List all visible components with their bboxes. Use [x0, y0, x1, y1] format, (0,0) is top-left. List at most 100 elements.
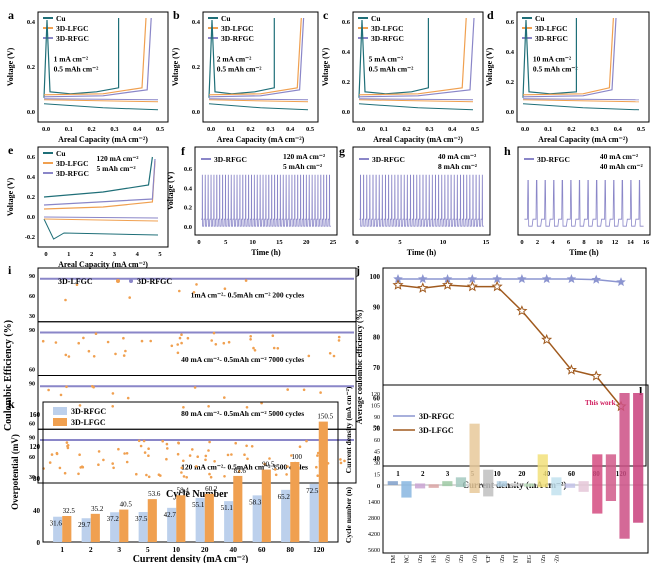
- panel-i-lfgc-point: [191, 448, 194, 451]
- panel-c-legend: 3D-LFGC: [371, 24, 404, 33]
- panel-l-current-bar: [401, 481, 412, 485]
- panel-l-cycle-bar: [442, 485, 453, 487]
- panel-k-bar: [138, 512, 148, 542]
- panel-b-lfgc-curve: [208, 99, 309, 103]
- panel-k-data-label: 58.4: [177, 486, 190, 494]
- panel-i-lfgc-point: [192, 291, 196, 294]
- panel-i-lfgc-point: [123, 452, 126, 455]
- panel-i-lfgc-point: [208, 472, 211, 476]
- panel-i-lfgc-point: [244, 279, 248, 282]
- panel-i-lfgc-point: [178, 289, 181, 293]
- panel-b-rfgc-curve: [208, 98, 309, 101]
- panel-l-current-bar: [510, 483, 521, 485]
- panel-d-xtick: 0.0: [521, 126, 529, 133]
- panel-i-lfgc-point: [223, 396, 226, 399]
- panel-l-ytick-bottom: 0: [377, 484, 380, 490]
- panel-i-lfgc-point: [214, 343, 218, 346]
- panel-b-cu-curve: [208, 103, 309, 111]
- panel-f-voltage-trace: [201, 174, 331, 227]
- panel-e-legend: 3D-LFGC: [56, 159, 89, 168]
- panel-a-ytick: 0.0: [27, 109, 35, 116]
- panel-a-ylabel: Voltage (V): [6, 47, 15, 86]
- panel-i-lfgc-point: [78, 404, 82, 407]
- panel-l-current-bar: [496, 481, 507, 485]
- panel-l-current-bar: [442, 481, 453, 485]
- panel-l-current-bar: [387, 481, 398, 485]
- panel-d-legend: 3D-RFGC: [535, 34, 568, 43]
- panel-f-ytick: 0.6: [184, 166, 193, 173]
- panel-i-lfgc-point: [290, 454, 293, 457]
- panel-a-rfgc-curve: [43, 98, 159, 101]
- panel-h-letter: h: [504, 144, 511, 158]
- panel-c-xtick: 0.1: [380, 126, 388, 133]
- panel-k-bar: [167, 507, 177, 542]
- panel-a-ytick: 0.2: [27, 64, 35, 71]
- panel-k-xtick: 10: [173, 545, 181, 554]
- panel-h-xtick: 4: [551, 239, 555, 246]
- panel-a-xlabel: Areal Capacity (mA cm⁻²): [58, 135, 148, 144]
- panel-i-lfgc-point: [207, 405, 210, 408]
- panel-l-cycle-bar: [537, 485, 548, 488]
- panel-i-lfgc-point: [66, 444, 70, 447]
- panel-j-legend: 3D-RFGC: [419, 412, 454, 421]
- panel-k-ytick: 80: [33, 475, 41, 483]
- panel-l-ytick-top: 105: [371, 404, 380, 410]
- panel-d-ytick: 0.4: [506, 49, 515, 56]
- panel-i-lfgc-point: [125, 452, 129, 455]
- panel-i-lfgc-point: [207, 449, 210, 452]
- panel-b-ytick: 0.2: [192, 64, 200, 71]
- panel-i-ytick: 30: [29, 314, 35, 320]
- panel-i-lfgc-point: [185, 476, 188, 479]
- panel-l-cycle-bar: [496, 485, 507, 487]
- panel-l-ytick-top: 30: [374, 461, 380, 467]
- panel-i-lfgc-point: [92, 355, 96, 358]
- panel-g-annotation: 40 mA cm⁻²: [438, 152, 477, 161]
- panel-l-category-label: CoZIF-L@TM: [391, 554, 397, 563]
- panel-f-xtick: 25: [330, 239, 337, 246]
- panel-c-annotation: 0.5 mAh cm⁻²: [369, 65, 414, 74]
- panel-l-ytick-bottom: 2800: [368, 516, 380, 522]
- panel-e-annotation: 120 mA cm⁻²: [97, 154, 140, 163]
- panel-i-lfgc-point: [180, 341, 183, 345]
- panel-k-xtick: 60: [258, 545, 266, 554]
- panel-i-lfgc-point: [106, 340, 110, 344]
- panel-i-lfgc-point: [246, 457, 249, 461]
- panel-i-lfgc-point: [328, 352, 332, 355]
- panel-j-lfgc-point: [417, 282, 429, 293]
- panel-i-lfgc-point: [343, 459, 346, 463]
- panel-l-ytick-bottom: 1400: [368, 500, 380, 506]
- panel-c-ylabel: Voltage (V): [321, 47, 330, 86]
- panel-b-xtick: 0.3: [266, 126, 275, 133]
- panel-j-ytick: 100: [370, 273, 381, 281]
- panel-l-cycle-bar: [469, 485, 480, 493]
- panel-i-lfgc-point: [182, 475, 186, 478]
- panel-d-xlabel: Areal Capacity (mA cm⁻²): [538, 135, 628, 144]
- panel-d-cu-curve: [522, 103, 640, 111]
- panel-i-lfgc-point: [337, 335, 341, 339]
- panel-b-legend: 3D-RFGC: [221, 34, 254, 43]
- panel-a-ytick: 0.4: [27, 19, 36, 26]
- panel-l-cycle-bar: [428, 485, 439, 488]
- panel-a-legend: 3D-RFGC: [56, 34, 89, 43]
- panel-a-letter: a: [8, 8, 14, 22]
- panel-i-ytick: 60: [29, 421, 35, 427]
- panel-l-ytick-top: 90: [374, 415, 380, 421]
- panel-j-ylabel: Average coulombic efficiency (%): [355, 309, 364, 424]
- panel-c-rfgc-curve: [358, 17, 475, 98]
- panel-k-legend: 3D-LFGC: [71, 418, 106, 427]
- panel-i-lfgc-point: [305, 439, 308, 443]
- panel-j-ytick: 60: [373, 394, 381, 402]
- panel-i-lfgc-point: [64, 353, 68, 357]
- panel-f-xlabel: Time (h): [251, 248, 281, 257]
- panel-i-ytick: 90: [29, 382, 35, 388]
- panel-e-xlabel: Areal Capacity (mA cm⁻²): [58, 260, 148, 269]
- panel-j-lfgc-point: [466, 280, 478, 292]
- panel-i-lfgc-point: [47, 388, 50, 392]
- panel-f-annotation: 5 mAh cm⁻²: [283, 162, 323, 171]
- panel-i-lfgc-point: [176, 351, 180, 355]
- panel-k-data-label: 42.7: [164, 511, 177, 519]
- panel-i-lfgc-point: [80, 465, 84, 469]
- panel-h-xlabel: Time (h): [569, 248, 599, 257]
- panel-b-xtick: 0.2: [247, 126, 255, 133]
- panel-e-xtick: 0: [44, 251, 47, 258]
